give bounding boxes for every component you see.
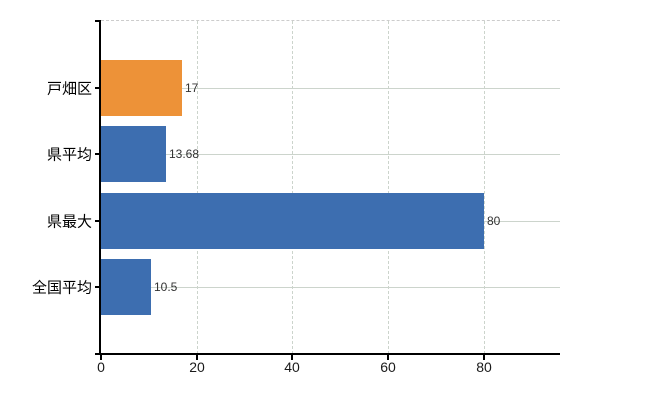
y-axis-tick <box>95 220 101 222</box>
x-axis-tick-label: 40 <box>284 359 300 375</box>
horizontal-gridline <box>101 88 560 89</box>
bar <box>101 259 151 315</box>
vertical-gridline <box>292 21 294 354</box>
x-axis-line <box>95 353 560 355</box>
vertical-gridline <box>483 21 485 354</box>
x-axis-tick <box>100 355 102 360</box>
bar-value-label: 13.68 <box>169 147 200 162</box>
x-axis-tick-label: 80 <box>476 359 492 375</box>
vertical-gridline <box>196 21 198 354</box>
horizontal-gridline <box>101 287 560 288</box>
category-label: 県最大 <box>46 213 92 231</box>
horizontal-gridline <box>101 154 560 155</box>
x-axis-tick <box>483 355 485 360</box>
x-axis-tick-label: 0 <box>97 359 105 375</box>
category-label: 県平均 <box>46 146 92 164</box>
bar-value-label: 10.5 <box>154 280 178 295</box>
x-axis-tick <box>291 355 293 360</box>
category-label: 全国平均 <box>31 279 92 297</box>
y-axis-tick <box>95 286 101 288</box>
bar <box>101 193 484 249</box>
bar <box>101 126 166 182</box>
y-axis-tick <box>95 153 101 155</box>
x-axis-tick-label: 60 <box>380 359 396 375</box>
bar-value-label: 80 <box>487 213 501 228</box>
category-label: 戸畑区 <box>46 80 92 98</box>
x-axis-tick-label: 20 <box>189 359 205 375</box>
plot-top-border <box>101 20 560 21</box>
y-axis-line <box>99 20 101 354</box>
bar <box>101 60 182 116</box>
y-axis-end-tick <box>95 20 101 22</box>
x-axis-tick <box>196 355 198 360</box>
x-axis-tick <box>387 355 389 360</box>
y-axis-tick <box>95 87 101 89</box>
vertical-gridline <box>387 21 389 354</box>
bar-value-label: 17 <box>185 80 199 95</box>
